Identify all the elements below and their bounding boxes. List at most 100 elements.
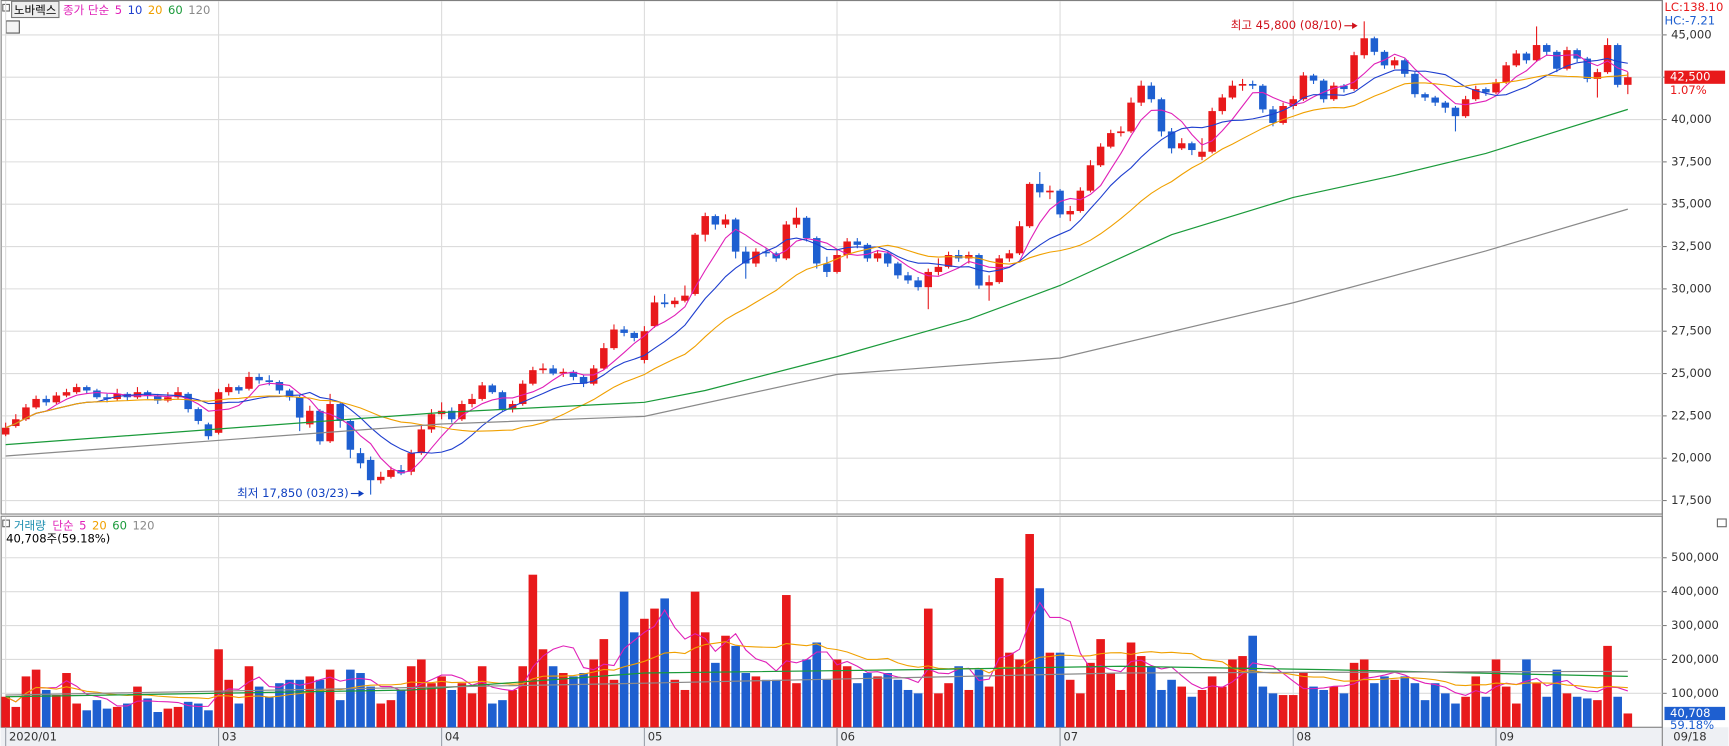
volume-bar (234, 703, 244, 728)
volume-bar (1370, 683, 1379, 728)
volume-bar (1441, 693, 1450, 728)
candle-body (843, 241, 851, 256)
candle-body (448, 410, 456, 420)
volume-bar (954, 666, 963, 728)
candle-body (1411, 73, 1419, 95)
volume-bar (1106, 673, 1116, 728)
y-tick-label: 32,500 (1671, 239, 1711, 253)
volume-bar (893, 679, 903, 728)
grid-icon (5, 20, 20, 34)
candle-body (721, 219, 730, 225)
y-tick-label: 40,000 (1671, 112, 1711, 126)
volume-bar (275, 683, 284, 728)
volume-bar (1278, 695, 1288, 728)
candle-body (62, 392, 71, 396)
candle-body (529, 370, 537, 384)
x-tick-label: 03 (222, 730, 237, 744)
candle-body (316, 410, 324, 442)
volume-bar (305, 676, 315, 728)
volume-bar (1187, 696, 1197, 728)
y-tick-label: 20,000 (1671, 451, 1711, 465)
candle-body (407, 453, 415, 472)
candle-body (488, 385, 497, 393)
volume-bar (285, 679, 294, 728)
volume-bar (1522, 659, 1531, 728)
candle-body (417, 429, 426, 454)
candle-body (1461, 99, 1470, 117)
candle-body (42, 398, 50, 403)
y-tick-label: 35,000 (1671, 197, 1711, 211)
ma-line (5, 641, 1628, 703)
ma-line (5, 670, 1628, 696)
volume-bar (1288, 695, 1298, 728)
volume-bar (457, 683, 467, 728)
volume-bar (264, 696, 274, 728)
volume-bar (396, 689, 406, 728)
candle-body (853, 241, 862, 245)
candle-body (762, 251, 770, 254)
volume-bar (477, 666, 487, 728)
volume-bar (589, 659, 598, 728)
volume-bar (802, 659, 811, 728)
volume-bar (1086, 662, 1095, 728)
candle-body (1451, 107, 1460, 117)
x-tick-label: 2020/01 (9, 730, 57, 744)
lc-label: LC:138.10 (1664, 0, 1723, 14)
annotation: 최저 17,850 (03/23) (237, 486, 348, 500)
legend-entry: 60 (168, 2, 183, 16)
candle-body (681, 295, 689, 301)
candle-body (224, 387, 233, 393)
volume-bar (1015, 659, 1024, 728)
candle-body (1370, 38, 1379, 52)
candle-body (914, 280, 922, 288)
candle-body (1036, 183, 1044, 193)
volume-bar (548, 666, 558, 728)
volume-bar (1329, 686, 1339, 728)
candle-body (985, 282, 993, 286)
x-tick-label: 06 (840, 730, 855, 744)
candle-body (650, 302, 659, 327)
legend-entry: 60 (112, 518, 127, 532)
volume-bar (1623, 713, 1633, 728)
volume-bar (447, 689, 457, 728)
candle-body (1553, 51, 1561, 69)
candle-body (1421, 94, 1429, 98)
candle-body (1563, 50, 1571, 69)
candle-body (1, 427, 10, 435)
volume-bar (1511, 703, 1521, 728)
candle-body (518, 383, 527, 405)
candle-body (802, 217, 811, 239)
candle-body (559, 371, 568, 374)
candle-body (1542, 45, 1551, 52)
candle-body (153, 395, 162, 401)
candle-body (833, 255, 841, 272)
volume-bar (1167, 679, 1176, 728)
candle-body (883, 253, 892, 264)
x-tick-label: 09 (1499, 730, 1514, 744)
volume-bar (650, 608, 659, 728)
candle-body (549, 368, 557, 374)
volume-bar (1025, 534, 1034, 728)
volume-bar (1157, 689, 1166, 728)
candle-body (1046, 190, 1054, 193)
volume-bar (92, 700, 102, 728)
volume-bar (1390, 679, 1399, 728)
candle-body (782, 224, 791, 259)
candle-body (1198, 151, 1206, 157)
last-price-box (1664, 70, 1726, 84)
volume-bar (558, 673, 568, 728)
title-box (11, 0, 60, 19)
legend-title: 노바렉스 (14, 2, 57, 16)
candle-body (1127, 102, 1135, 132)
y-tick-label: 22,500 (1671, 408, 1711, 422)
volume-bar (1045, 652, 1055, 728)
legend-entry: 5 (115, 2, 122, 16)
volume-bar (599, 639, 609, 728)
candle-body (630, 332, 638, 338)
candle-body (589, 368, 598, 384)
x-tick-label: 08 (1297, 730, 1312, 744)
y-tick-label: 45,000 (1671, 27, 1711, 41)
volume-bar (427, 683, 436, 728)
volume-bar (173, 706, 183, 728)
